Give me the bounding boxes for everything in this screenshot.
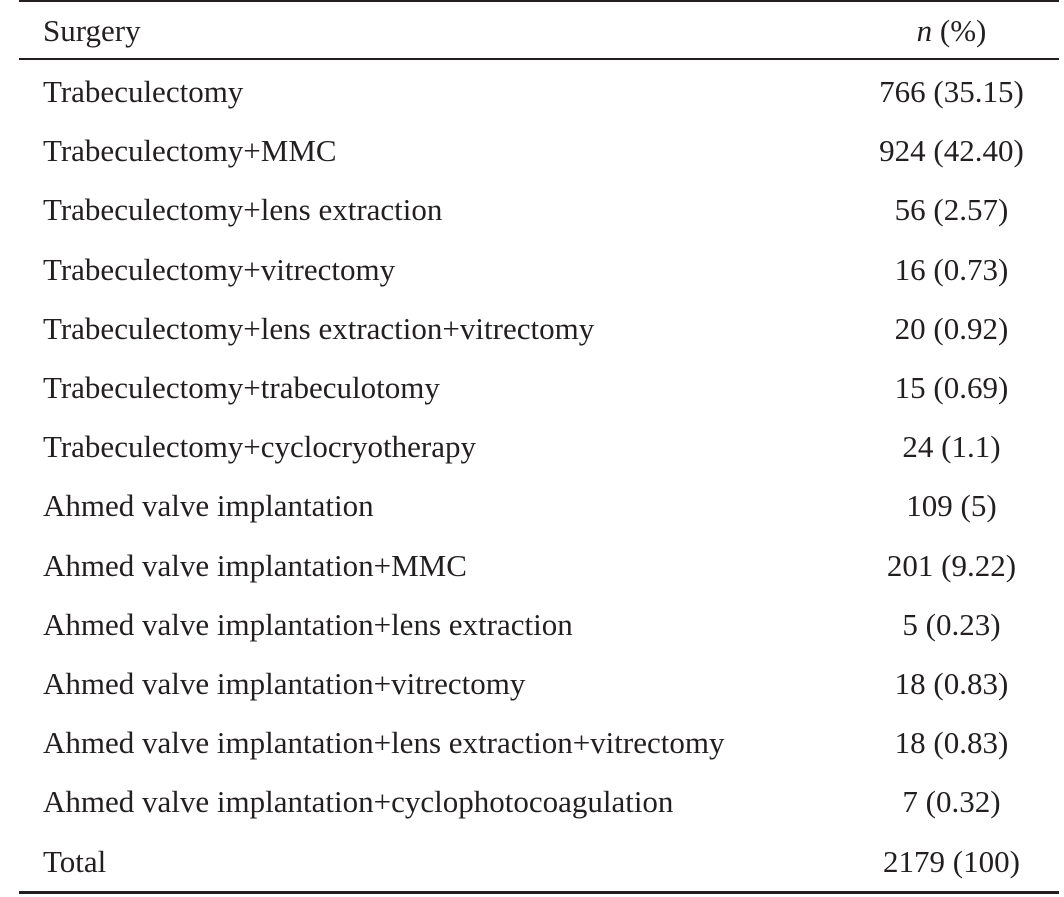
surgery-cell: Trabeculectomy+lens extraction+vitrectom…	[43, 310, 595, 346]
table-row: Trabeculectomy+MMC 924 (42.40)	[19, 121, 1059, 180]
n-percent-cell: 2179 (100)	[883, 843, 1020, 879]
table-row: Ahmed valve implantation+MMC 201 (9.22)	[19, 536, 1059, 595]
surgery-cell: Ahmed valve implantation+lens extraction…	[43, 725, 725, 761]
surgery-cell: Trabeculectomy+cyclocryotherapy	[43, 429, 476, 465]
table-row: Ahmed valve implantation+lens extraction…	[19, 595, 1059, 654]
n-percent-cell: 20 (0.92)	[894, 310, 1009, 346]
n-percent-cell: 18 (0.83)	[894, 725, 1009, 761]
table-row-total: Total 2179 (100)	[19, 831, 1059, 890]
n-percent-cell: 56 (2.57)	[894, 192, 1009, 228]
n-percent-cell: 5 (0.23)	[902, 606, 1001, 642]
surgery-cell: Total	[43, 843, 107, 879]
table-row: Trabeculectomy+lens extraction+vitrectom…	[19, 299, 1059, 358]
table-row: Ahmed valve implantation+cyclophotocoagu…	[19, 772, 1059, 831]
surgery-table: Surgery n (%) Trabeculectomy 766 (35.15)…	[19, 0, 1059, 894]
table-row: Trabeculectomy+vitrectomy 16 (0.73)	[19, 240, 1059, 299]
table-row: Trabeculectomy 766 (35.15)	[19, 62, 1059, 121]
surgery-cell: Trabeculectomy+lens extraction	[43, 192, 443, 228]
header-surgery: Surgery	[43, 12, 141, 48]
surgery-cell: Trabeculectomy+MMC	[43, 133, 337, 169]
table-header-row: Surgery n (%)	[19, 2, 1059, 58]
surgery-cell: Ahmed valve implantation+cyclophotocoagu…	[43, 784, 674, 820]
n-percent-cell: 766 (35.15)	[879, 74, 1024, 110]
surgery-cell: Ahmed valve implantation	[43, 488, 374, 524]
table-row: Ahmed valve implantation 109 (5)	[19, 476, 1059, 535]
surgery-cell: Trabeculectomy	[43, 74, 244, 110]
n-percent-cell: 16 (0.73)	[894, 251, 1009, 287]
header-percent-label: (%)	[932, 12, 987, 48]
n-percent-cell: 15 (0.69)	[894, 370, 1009, 406]
header-n-symbol: n	[916, 12, 933, 48]
n-percent-cell: 109 (5)	[906, 488, 997, 524]
header-n-percent: n (%)	[814, 15, 1059, 46]
table-row: Trabeculectomy+lens extraction 56 (2.57)	[19, 180, 1059, 239]
surgery-cell: Trabeculectomy+trabeculotomy	[43, 370, 440, 406]
n-percent-cell: 201 (9.22)	[886, 547, 1017, 583]
table-row: Ahmed valve implantation+lens extraction…	[19, 713, 1059, 772]
table-bottom-rule	[19, 890, 1059, 894]
table-body: Trabeculectomy 766 (35.15) Trabeculectom…	[19, 60, 1059, 891]
table-row: Trabeculectomy+cyclocryotherapy 24 (1.1)	[19, 417, 1059, 476]
surgery-cell: Ahmed valve implantation+vitrectomy	[43, 665, 526, 701]
surgery-cell: Ahmed valve implantation+MMC	[43, 547, 467, 583]
surgery-cell: Ahmed valve implantation+lens extraction	[43, 606, 573, 642]
n-percent-cell: 24 (1.1)	[902, 429, 1001, 465]
table-row: Trabeculectomy+trabeculotomy 15 (0.69)	[19, 358, 1059, 417]
table-top-rule	[19, 0, 1059, 2]
n-percent-cell: 18 (0.83)	[894, 665, 1009, 701]
surgery-cell: Trabeculectomy+vitrectomy	[43, 251, 396, 287]
table-header-rule	[19, 58, 1059, 60]
n-percent-cell: 7 (0.32)	[902, 784, 1001, 820]
table-row: Ahmed valve implantation+vitrectomy 18 (…	[19, 654, 1059, 713]
n-percent-cell: 924 (42.40)	[879, 133, 1024, 169]
